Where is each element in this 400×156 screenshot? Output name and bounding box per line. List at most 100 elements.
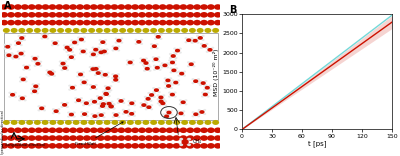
Circle shape	[83, 40, 86, 43]
Circle shape	[172, 4, 180, 10]
Circle shape	[133, 104, 136, 106]
Circle shape	[96, 71, 101, 75]
Circle shape	[117, 45, 120, 48]
Circle shape	[200, 143, 208, 149]
Circle shape	[162, 98, 165, 100]
Circle shape	[104, 89, 107, 91]
Circle shape	[166, 62, 169, 64]
Circle shape	[96, 113, 99, 115]
Circle shape	[157, 94, 160, 97]
Circle shape	[206, 43, 208, 45]
Circle shape	[69, 143, 77, 149]
Circle shape	[111, 120, 118, 125]
Circle shape	[145, 127, 153, 133]
Circle shape	[157, 98, 160, 100]
Circle shape	[149, 100, 152, 102]
Circle shape	[76, 143, 84, 149]
Circle shape	[95, 84, 98, 86]
Circle shape	[96, 117, 99, 119]
Circle shape	[145, 143, 153, 149]
Circle shape	[122, 113, 125, 115]
Circle shape	[63, 48, 66, 51]
Circle shape	[174, 95, 177, 98]
Circle shape	[107, 103, 110, 105]
Circle shape	[12, 57, 15, 60]
Circle shape	[46, 37, 49, 40]
Circle shape	[46, 69, 49, 71]
Circle shape	[117, 98, 120, 100]
Circle shape	[64, 61, 67, 63]
Circle shape	[83, 12, 91, 18]
Circle shape	[187, 138, 191, 141]
Circle shape	[62, 66, 67, 70]
Circle shape	[127, 28, 134, 33]
Circle shape	[106, 48, 109, 51]
Circle shape	[42, 120, 49, 125]
Circle shape	[96, 95, 99, 97]
Circle shape	[7, 127, 15, 133]
Circle shape	[28, 20, 36, 25]
Circle shape	[200, 12, 208, 18]
Circle shape	[192, 39, 198, 43]
Circle shape	[96, 28, 103, 33]
Circle shape	[184, 99, 188, 101]
Circle shape	[154, 34, 157, 36]
Circle shape	[193, 135, 201, 141]
Circle shape	[170, 113, 173, 116]
Circle shape	[172, 135, 180, 141]
Circle shape	[77, 36, 80, 39]
Circle shape	[17, 54, 20, 56]
Circle shape	[96, 103, 99, 105]
Circle shape	[107, 95, 110, 97]
Circle shape	[115, 38, 118, 40]
Circle shape	[90, 135, 98, 141]
Circle shape	[67, 54, 70, 56]
Circle shape	[14, 135, 22, 141]
Circle shape	[95, 55, 98, 58]
Circle shape	[7, 143, 15, 149]
Circle shape	[104, 103, 107, 105]
Circle shape	[118, 127, 125, 133]
Circle shape	[200, 135, 208, 141]
Circle shape	[64, 64, 67, 67]
Circle shape	[116, 39, 122, 42]
Circle shape	[110, 135, 118, 141]
Circle shape	[196, 39, 199, 41]
Circle shape	[158, 28, 165, 33]
Circle shape	[36, 88, 39, 90]
Circle shape	[196, 38, 200, 40]
Circle shape	[21, 4, 29, 10]
Circle shape	[199, 110, 204, 114]
Circle shape	[172, 79, 174, 82]
Circle shape	[170, 61, 175, 64]
Circle shape	[189, 28, 196, 33]
Circle shape	[201, 91, 204, 94]
Circle shape	[40, 33, 44, 36]
Circle shape	[211, 51, 214, 53]
Circle shape	[187, 65, 190, 67]
Circle shape	[208, 85, 212, 87]
Circle shape	[89, 55, 92, 58]
Circle shape	[110, 4, 118, 10]
Circle shape	[5, 45, 10, 49]
Circle shape	[102, 49, 105, 51]
Circle shape	[206, 91, 210, 94]
Circle shape	[74, 89, 77, 91]
Circle shape	[203, 85, 206, 87]
Circle shape	[24, 76, 28, 78]
Circle shape	[90, 103, 93, 105]
Circle shape	[184, 37, 188, 39]
Circle shape	[192, 61, 196, 63]
Circle shape	[158, 100, 164, 103]
Circle shape	[32, 57, 38, 61]
Circle shape	[203, 109, 206, 111]
Circle shape	[54, 109, 59, 113]
Circle shape	[97, 135, 104, 141]
Circle shape	[0, 4, 8, 10]
Circle shape	[67, 115, 70, 118]
Circle shape	[170, 87, 173, 89]
Circle shape	[192, 65, 196, 67]
Circle shape	[179, 103, 182, 105]
Circle shape	[90, 12, 98, 18]
Circle shape	[42, 135, 50, 141]
